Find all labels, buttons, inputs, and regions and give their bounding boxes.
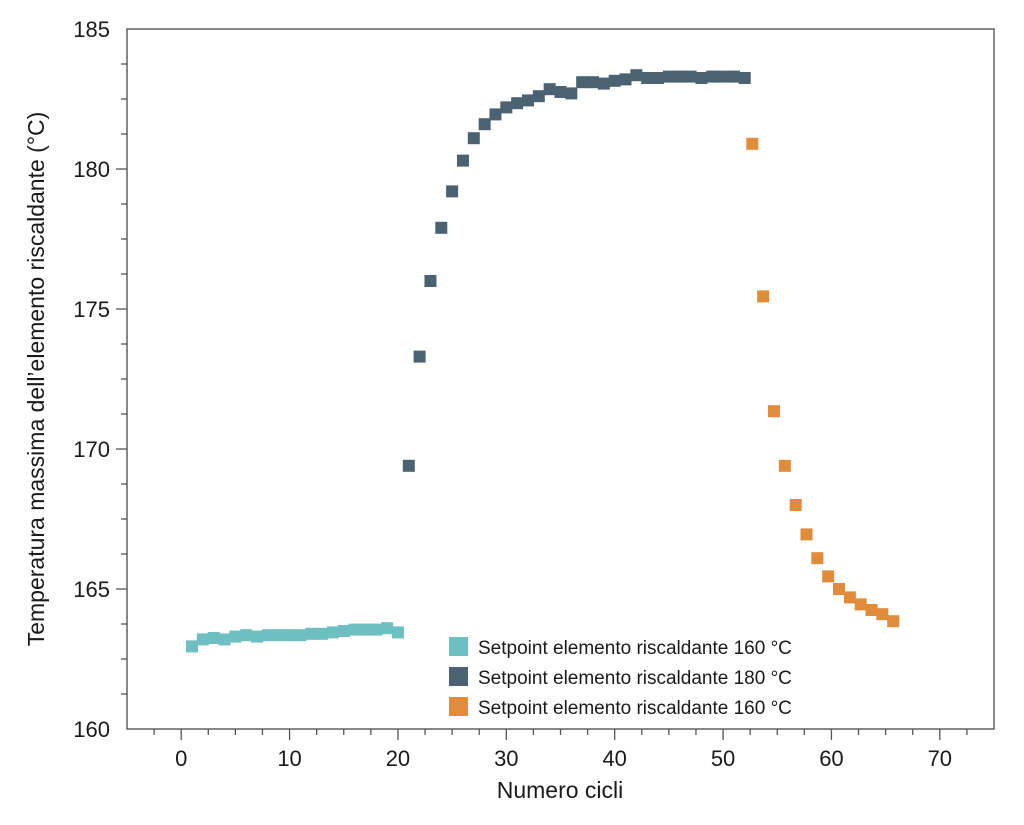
legend-label: Setpoint elemento riscaldante 160 °C [478,638,792,659]
data-point [467,132,480,145]
data-point [456,154,469,167]
data-points [186,69,900,653]
axis-ticks: 0 10 20 30 40 50 60 70 160 165 170 175 180 185 [73,17,968,771]
data-point [630,69,643,82]
data-point [186,640,199,653]
data-point [207,632,220,644]
series-1 [186,622,404,653]
y-tick-label: 185 [73,17,110,42]
data-point [424,275,437,287]
data-point [240,629,253,642]
data-point [789,499,802,511]
data-point [381,622,394,635]
data-point [778,459,791,472]
data-point [673,70,686,83]
y-tick-label: 180 [73,157,110,182]
data-point [478,118,491,131]
x-tick-label: 70 [928,746,952,771]
data-point [272,629,285,642]
data-point [887,615,900,628]
x-tick-label: 50 [711,746,735,771]
plot-area-frame [126,28,995,730]
data-point [662,70,675,83]
series-2 [402,69,751,472]
data-point [218,633,231,646]
data-point [738,72,751,84]
data-point [757,290,770,303]
y-tick-label: 165 [73,577,110,602]
data-point [283,629,296,642]
data-point [597,77,610,90]
legend-swatch [449,667,468,686]
data-point [608,74,621,87]
x-tick-label: 30 [494,746,518,771]
data-point [316,627,329,640]
y-tick-label: 175 [73,297,110,322]
data-point [413,350,426,363]
data-point [370,623,383,636]
data-point [543,83,556,96]
data-point [619,73,632,86]
series-3 [746,137,900,628]
data-point [695,72,708,84]
data-point [196,633,209,646]
data-point [652,72,665,84]
legend-item: Setpoint elemento riscaldante 180 °C [449,667,792,689]
legend-item: Setpoint elemento riscaldante 160 °C [449,697,792,719]
data-point [305,627,318,640]
data-point [391,626,404,639]
data-point [554,86,567,98]
legend-label: Setpoint elemento riscaldante 160 °C [478,698,792,719]
y-tick-label: 160 [73,717,110,742]
data-point [746,137,759,150]
data-point [532,90,545,103]
data-point [833,583,846,595]
data-point [251,630,264,643]
legend-label: Setpoint elemento riscaldante 180 °C [478,668,792,689]
data-point [402,459,415,472]
data-point [446,185,459,198]
data-point [489,108,502,121]
data-point [326,626,339,639]
data-point [854,598,867,611]
x-tick-label: 10 [277,746,301,771]
data-point [811,552,824,565]
data-point [641,72,654,84]
data-point [727,70,740,83]
data-point [706,70,719,83]
legend-swatch [449,637,468,656]
data-point [565,87,578,100]
x-tick-label: 40 [602,746,626,771]
x-tick-label: 0 [175,746,187,771]
y-tick-label: 170 [73,437,110,462]
x-tick-label: 60 [819,746,843,771]
data-point [865,604,878,616]
x-axis-title: Numero cicli [497,777,624,803]
data-point [435,221,448,234]
data-point [576,76,589,89]
data-point [500,101,513,114]
legend: Setpoint elemento riscaldante 160 °C Setp… [449,637,792,719]
data-point [521,94,534,107]
data-point [337,625,350,637]
data-point [822,570,835,583]
data-point [294,629,307,642]
data-point [876,608,889,621]
legend-swatch [449,697,468,716]
data-point [348,623,361,636]
data-point [800,528,813,541]
data-point [511,97,524,110]
data-point [767,405,780,418]
data-point [261,629,274,642]
data-point [843,591,856,604]
data-point [587,76,600,89]
legend-item: Setpoint elemento riscaldante 160 °C [449,637,792,659]
data-point [359,623,372,636]
data-point [684,70,697,83]
data-point [717,70,730,83]
data-point [229,630,242,643]
y-axis-title: Temperatura massima dell’elemento riscal… [23,112,49,647]
x-tick-label: 20 [386,746,410,771]
